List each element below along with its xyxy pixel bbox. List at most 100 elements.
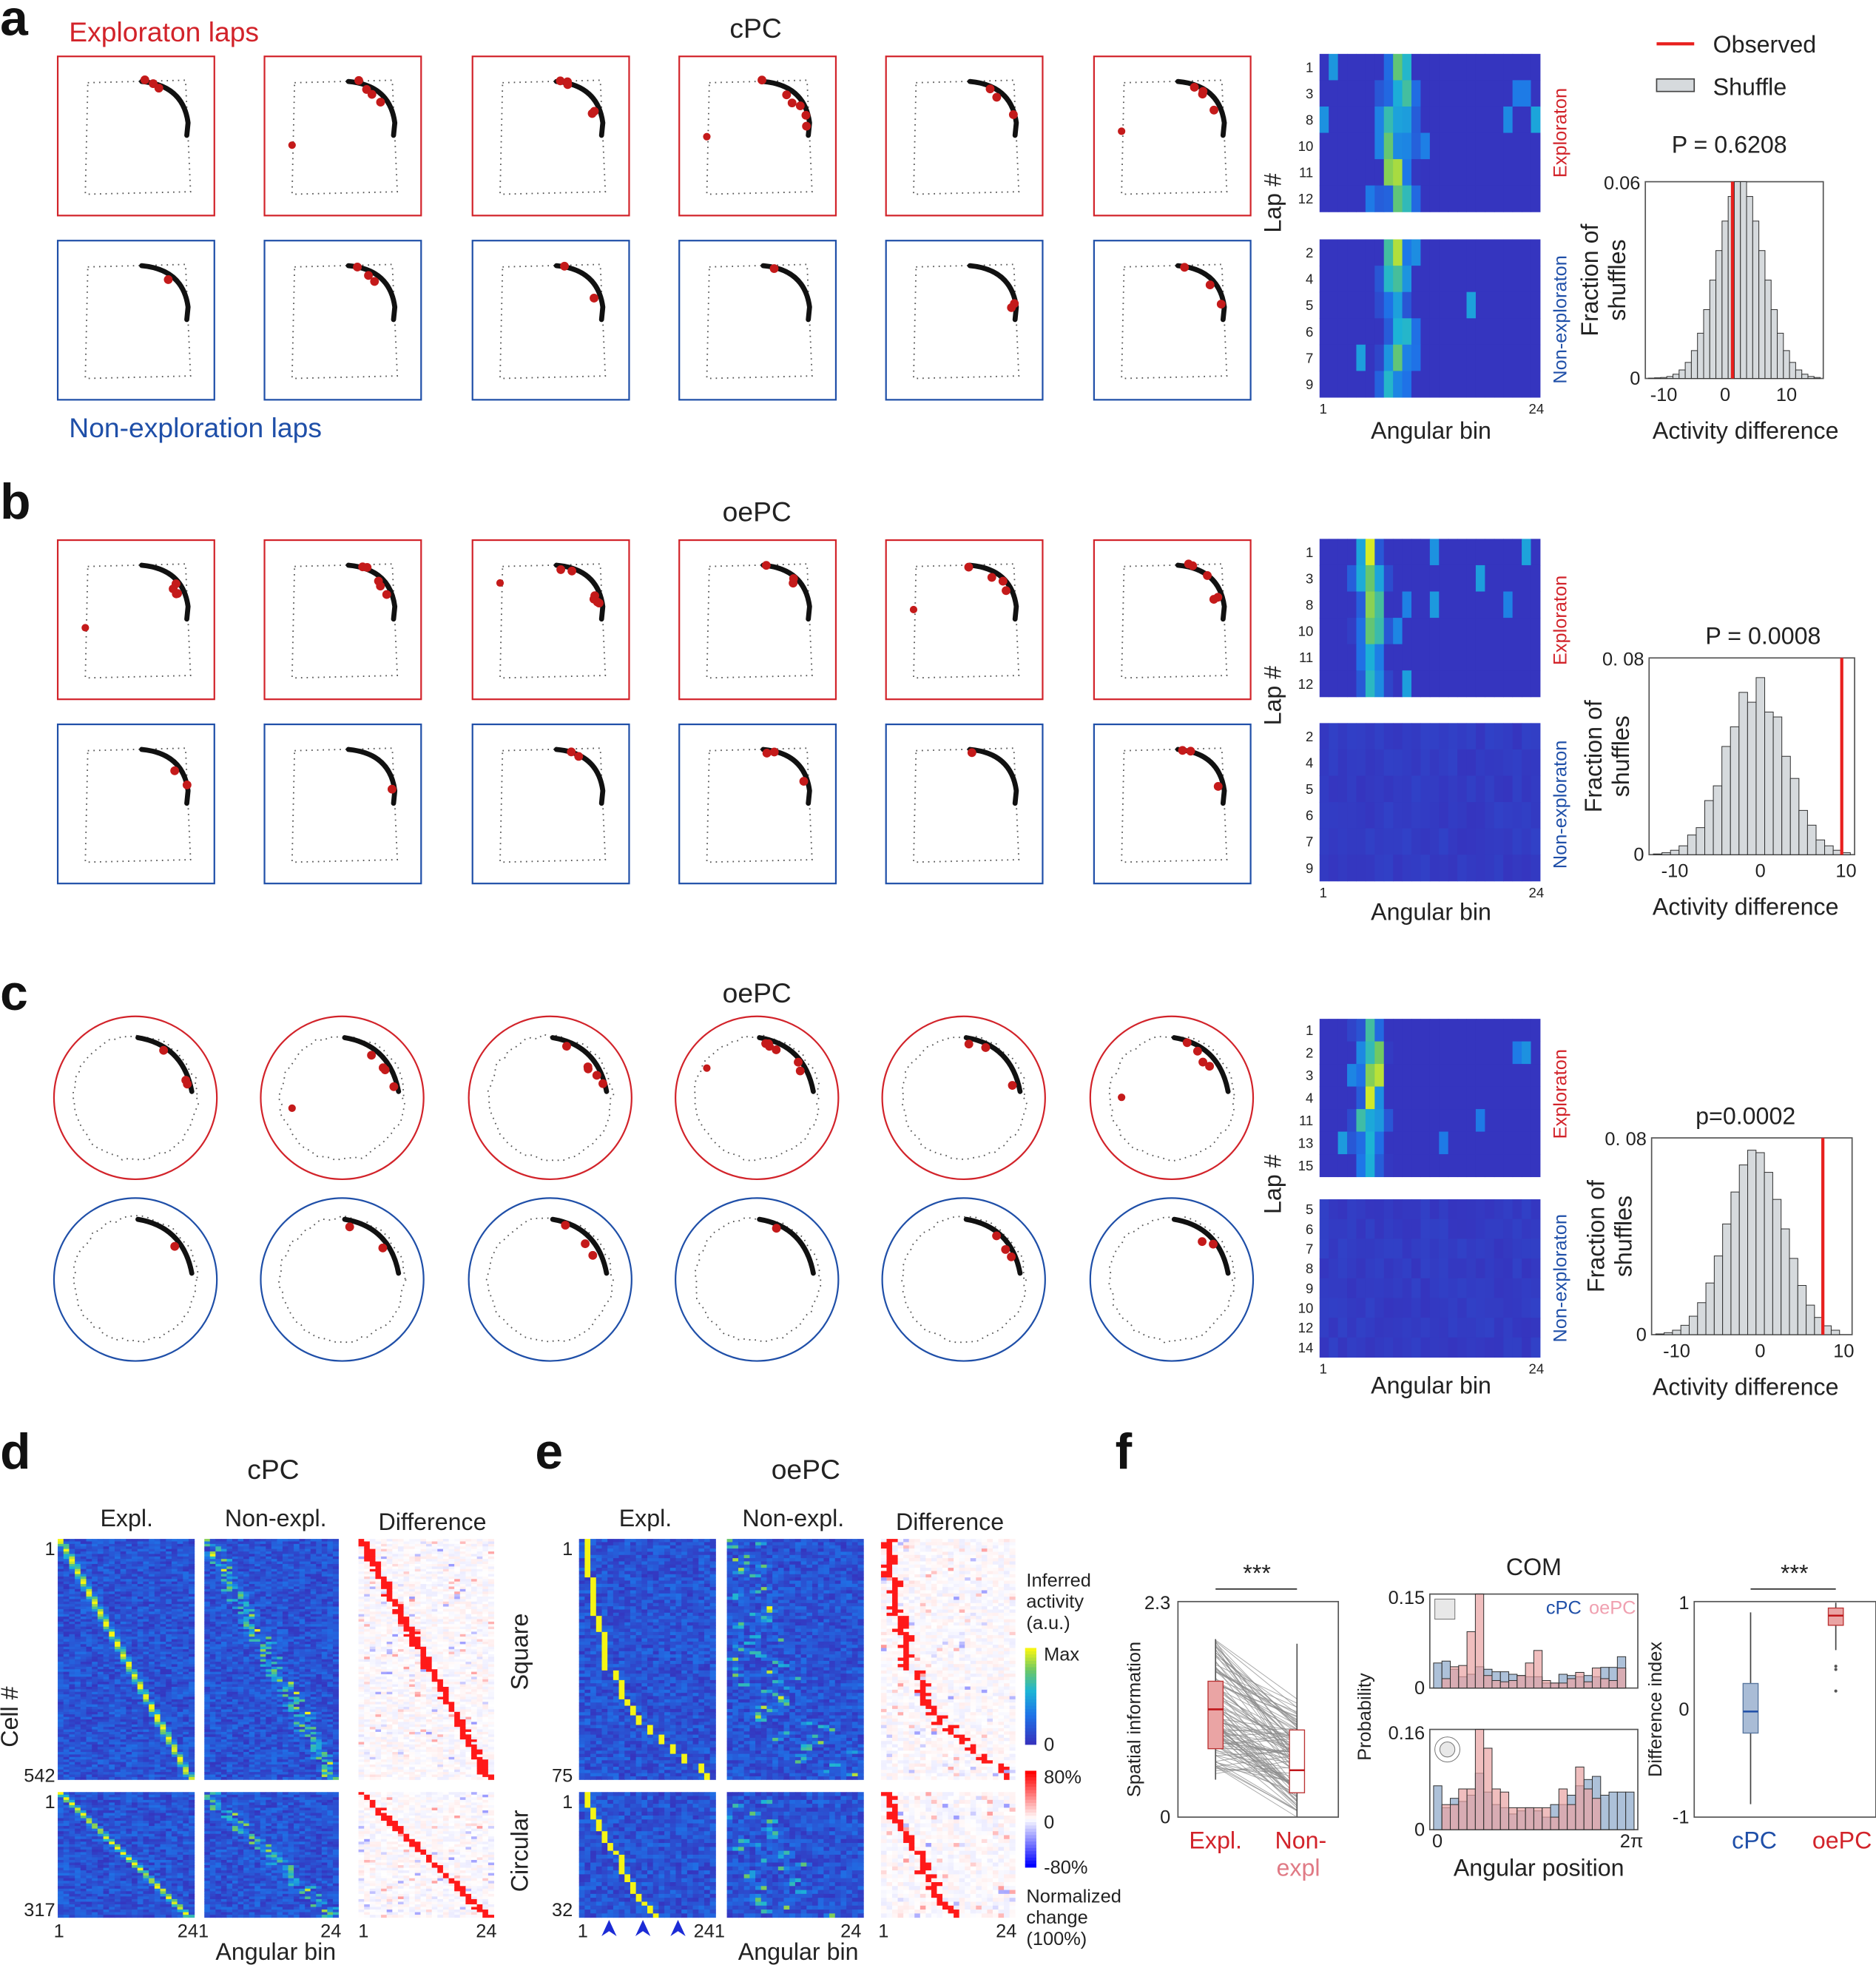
heatmap-cell	[1494, 266, 1504, 292]
heatmap-cell	[166, 1739, 172, 1742]
heatmap-cell	[172, 1629, 178, 1632]
place-field-trajectory	[763, 266, 810, 320]
heatmap-cell	[305, 1611, 311, 1614]
heatmap-cell	[115, 1574, 121, 1577]
heatmap-cell	[1384, 776, 1394, 803]
heatmap-cell	[69, 1557, 75, 1560]
heatmap-cell	[109, 1777, 115, 1780]
heatmap-cell	[1320, 1278, 1329, 1298]
heatmap-cell	[226, 1617, 232, 1619]
heatmap-cell	[277, 1582, 283, 1585]
heatmap-cell	[294, 1577, 300, 1580]
trajectory-plot	[265, 540, 422, 699]
heatmap-cell	[75, 1654, 81, 1657]
heatmap-cell	[300, 1624, 306, 1627]
heatmap-cell	[115, 1705, 121, 1708]
heatmap-cell	[271, 1539, 277, 1542]
heatmap-cell	[300, 1566, 306, 1569]
activity-event-dot	[992, 92, 1001, 101]
heatmap-cell	[1347, 723, 1357, 749]
heatmap-cell	[1338, 345, 1348, 371]
heatmap-cell	[183, 1712, 189, 1715]
heatmap-cell	[271, 1659, 277, 1662]
heatmap-cell	[1503, 749, 1513, 776]
heatmap-cell	[98, 1705, 104, 1708]
heatmap-cell	[271, 1652, 277, 1655]
heatmap-cell	[1366, 1132, 1375, 1155]
heatmap-cell	[58, 1762, 64, 1765]
heatmap-cell	[238, 1624, 244, 1627]
heatmap-cell	[322, 1617, 328, 1619]
heatmap-cell	[322, 1599, 328, 1602]
heatmap-cell	[1347, 776, 1357, 803]
heatmap-cell	[266, 1597, 271, 1600]
heatmap-cell	[249, 1564, 255, 1567]
heatmap-cell	[75, 1732, 81, 1735]
x-tick: 0	[1755, 861, 1766, 882]
heatmap-cell	[238, 1586, 244, 1589]
heatmap-cell	[305, 1642, 311, 1645]
heatmap-cell	[172, 1619, 178, 1622]
heatmap-cell	[58, 1594, 64, 1597]
heatmap-cell	[322, 1584, 328, 1587]
heatmap-cell	[1467, 749, 1477, 776]
heatmap-cell	[1411, 240, 1421, 266]
heatmap-cell	[1494, 345, 1504, 371]
heatmap-cell	[121, 1654, 126, 1657]
heatmap-cell	[1320, 1154, 1329, 1177]
heatmap-cell	[215, 1579, 221, 1582]
heatmap-cell	[238, 1629, 244, 1632]
heatmap-cell	[249, 1589, 255, 1592]
heatmap-cell	[266, 1579, 271, 1582]
shuffle-bar	[1698, 1303, 1706, 1335]
heatmap-cell	[1531, 80, 1540, 107]
heatmap-cell	[189, 1582, 195, 1585]
heatmap-cell	[232, 1611, 238, 1614]
heatmap-cell	[155, 1631, 161, 1634]
heatmap-cell	[289, 1611, 294, 1614]
heatmap-cell	[254, 1609, 260, 1612]
heatmap-cell	[143, 1750, 149, 1753]
heatmap-cell	[126, 1742, 132, 1745]
heatmap-cell	[172, 1687, 178, 1690]
heatmap-cell	[1439, 1338, 1448, 1358]
heatmap-cell	[204, 1647, 210, 1650]
heatmap-cell	[1329, 186, 1338, 212]
heatmap-cell	[149, 1599, 155, 1602]
heatmap-cell	[143, 1594, 149, 1597]
heatmap-cell	[172, 1571, 178, 1574]
heatmap-cell	[155, 1689, 161, 1692]
heatmap-cell	[333, 1571, 339, 1574]
heatmap-cell	[155, 1554, 161, 1557]
heatmap-cell	[92, 1609, 98, 1612]
heatmap-cell	[1374, 345, 1384, 371]
heatmap-cell	[1494, 1278, 1504, 1298]
heatmap-cell	[311, 1637, 317, 1639]
heatmap-cell	[271, 1627, 277, 1630]
heatmap-cell	[204, 1656, 210, 1659]
heatmap-cell	[161, 1582, 166, 1585]
heatmap-cell	[155, 1725, 161, 1728]
heatmap-cell	[189, 1607, 195, 1610]
heatmap-cell	[1485, 1064, 1494, 1087]
heatmap-cell	[1513, 1278, 1522, 1298]
heatmap-cell	[210, 1619, 216, 1622]
heatmap-cell	[64, 1754, 70, 1757]
heatmap-cell	[75, 1747, 81, 1750]
heatmap-cell	[98, 1772, 104, 1775]
heatmap-cell	[115, 1772, 121, 1775]
heatmap-cell	[115, 1682, 121, 1685]
heatmap-cell	[189, 1611, 195, 1614]
heatmap-cell	[69, 1644, 75, 1647]
lap-tick-label: 9	[1306, 1281, 1313, 1296]
heatmap-cell	[1329, 1132, 1338, 1155]
heatmap-cell	[215, 1672, 221, 1675]
heatmap-cell	[1403, 565, 1412, 592]
heatmap-cell	[98, 1676, 104, 1679]
heatmap-cell	[226, 1629, 232, 1632]
heatmap-cell	[149, 1622, 155, 1625]
heatmap-cell	[98, 1689, 104, 1692]
heatmap-cell	[178, 1719, 183, 1722]
heatmap-cell	[109, 1617, 115, 1619]
heatmap-cell	[232, 1676, 238, 1679]
